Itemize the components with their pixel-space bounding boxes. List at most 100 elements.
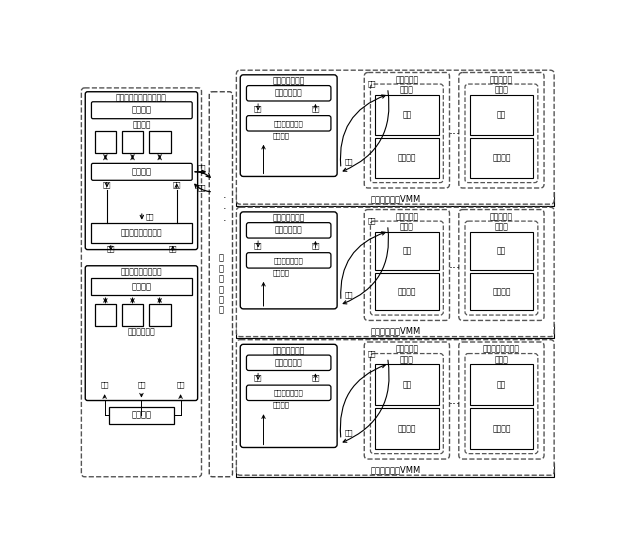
- Text: 虚拟机: 虚拟机: [400, 355, 414, 364]
- FancyBboxPatch shape: [92, 102, 192, 119]
- Text: 转送: 转送: [176, 382, 185, 388]
- Text: 策略模块: 策略模块: [133, 120, 151, 130]
- Text: 安全数据存储子系统: 安全数据存储子系统: [121, 228, 162, 237]
- FancyBboxPatch shape: [247, 253, 331, 268]
- Text: 被监控系统: 被监控系统: [396, 75, 418, 84]
- Text: 请求: 请求: [103, 181, 111, 188]
- FancyBboxPatch shape: [86, 266, 198, 401]
- Text: 应用: 应用: [402, 246, 412, 255]
- Text: 写入: 写入: [145, 213, 154, 220]
- Text: 报告生成模块: 报告生成模块: [128, 327, 156, 336]
- Text: 应用: 应用: [402, 110, 412, 119]
- Text: ...: ...: [448, 394, 460, 407]
- Bar: [108, 407, 174, 423]
- FancyBboxPatch shape: [247, 116, 331, 131]
- Text: 平台安全数据处理子系统: 平台安全数据处理子系统: [116, 93, 167, 103]
- Text: 操作系统: 操作系统: [492, 424, 511, 433]
- Text: 请求: 请求: [254, 242, 262, 249]
- Text: 策略引擎: 策略引擎: [132, 106, 152, 114]
- FancyBboxPatch shape: [236, 70, 554, 204]
- Text: 虚拟机: 虚拟机: [495, 355, 508, 364]
- FancyBboxPatch shape: [241, 345, 337, 448]
- Text: 数据采集模块: 数据采集模块: [275, 226, 303, 235]
- Text: 被监控系统: 被监控系统: [490, 212, 513, 221]
- Text: 响应: 响应: [172, 181, 181, 188]
- FancyBboxPatch shape: [247, 85, 331, 101]
- Text: 命令: 命令: [368, 81, 376, 87]
- Bar: [92, 222, 192, 242]
- Bar: [92, 278, 192, 295]
- Text: 操作系统: 操作系统: [397, 153, 416, 163]
- Text: 请求: 请求: [254, 105, 262, 112]
- Text: 硬件状态: 硬件状态: [272, 402, 290, 408]
- Text: 报告显示: 报告显示: [131, 410, 151, 420]
- Text: 反馈: 反馈: [345, 159, 353, 165]
- Text: 响应: 响应: [311, 105, 320, 112]
- Bar: [122, 304, 143, 326]
- Bar: [236, 463, 554, 477]
- Bar: [470, 138, 533, 178]
- Bar: [122, 131, 143, 153]
- FancyBboxPatch shape: [365, 210, 450, 320]
- Text: 操作系统: 操作系统: [397, 424, 416, 433]
- Bar: [470, 408, 533, 449]
- Text: ...: ...: [448, 124, 460, 137]
- FancyBboxPatch shape: [86, 92, 198, 249]
- FancyBboxPatch shape: [371, 354, 443, 454]
- FancyBboxPatch shape: [241, 75, 337, 177]
- Bar: [470, 273, 533, 310]
- Bar: [149, 131, 170, 153]
- Text: 虚拟机处理器VMM: 虚拟机处理器VMM: [370, 465, 420, 474]
- Text: 响应: 响应: [137, 382, 146, 388]
- FancyBboxPatch shape: [241, 212, 337, 309]
- Text: 操作系统接口厂: 操作系统接口厂: [274, 120, 304, 126]
- Text: 虚拟机: 虚拟机: [400, 223, 414, 232]
- Text: 被监控系统: 被监控系统: [396, 212, 418, 221]
- FancyBboxPatch shape: [247, 385, 331, 401]
- Text: 被监控系统: 被监控系统: [396, 345, 418, 354]
- Text: 配置: 配置: [169, 246, 177, 252]
- FancyBboxPatch shape: [247, 222, 331, 238]
- Text: 响应: 响应: [311, 375, 320, 381]
- Text: 数据采集模块: 数据采集模块: [275, 359, 303, 367]
- FancyBboxPatch shape: [465, 84, 538, 183]
- FancyBboxPatch shape: [459, 210, 544, 320]
- Text: 反馈: 反馈: [197, 184, 206, 191]
- Bar: [375, 273, 439, 310]
- Bar: [375, 95, 439, 135]
- Text: 本地数据采集器: 本地数据采集器: [273, 213, 305, 222]
- Text: 查询: 查询: [107, 246, 115, 252]
- Text: 操作系统: 操作系统: [397, 287, 416, 296]
- Text: 本地数据采集器: 本地数据采集器: [273, 77, 305, 85]
- Bar: [375, 232, 439, 269]
- Text: 本地数据采集器: 本地数据采集器: [273, 346, 305, 355]
- FancyBboxPatch shape: [81, 88, 202, 477]
- Text: 虚拟机: 虚拟机: [495, 223, 508, 232]
- Text: 操作系统接口厂: 操作系统接口厂: [274, 257, 304, 264]
- Bar: [94, 131, 117, 153]
- Bar: [94, 304, 117, 326]
- Text: 命令: 命令: [368, 218, 376, 225]
- Text: 虚拟机: 虚拟机: [400, 86, 414, 94]
- FancyBboxPatch shape: [365, 72, 450, 188]
- Text: 操作系统: 操作系统: [492, 153, 511, 163]
- Text: 应用: 应用: [497, 246, 506, 255]
- FancyBboxPatch shape: [210, 92, 232, 477]
- Text: 请求: 请求: [254, 375, 262, 381]
- Text: 反馈: 反馈: [345, 291, 353, 298]
- Text: 应用: 应用: [402, 380, 412, 389]
- Text: 虚拟机管理器VMM: 虚拟机管理器VMM: [370, 194, 420, 203]
- Text: 数据采集模块: 数据采集模块: [275, 89, 303, 98]
- Text: 策略架构: 策略架构: [132, 167, 152, 177]
- FancyBboxPatch shape: [371, 221, 443, 315]
- Text: 请求: 请求: [100, 382, 109, 388]
- Text: 命令: 命令: [197, 165, 206, 171]
- FancyBboxPatch shape: [459, 72, 544, 188]
- Text: 硬件状态: 硬件状态: [272, 269, 290, 276]
- Text: 命令: 命令: [368, 350, 376, 357]
- Bar: [375, 138, 439, 178]
- Text: 硬件状态: 硬件状态: [272, 132, 290, 139]
- Text: 数
据
收
发
单
元: 数 据 收 发 单 元: [218, 254, 223, 315]
- FancyBboxPatch shape: [247, 355, 331, 370]
- Text: 报告架构: 报告架构: [132, 282, 152, 291]
